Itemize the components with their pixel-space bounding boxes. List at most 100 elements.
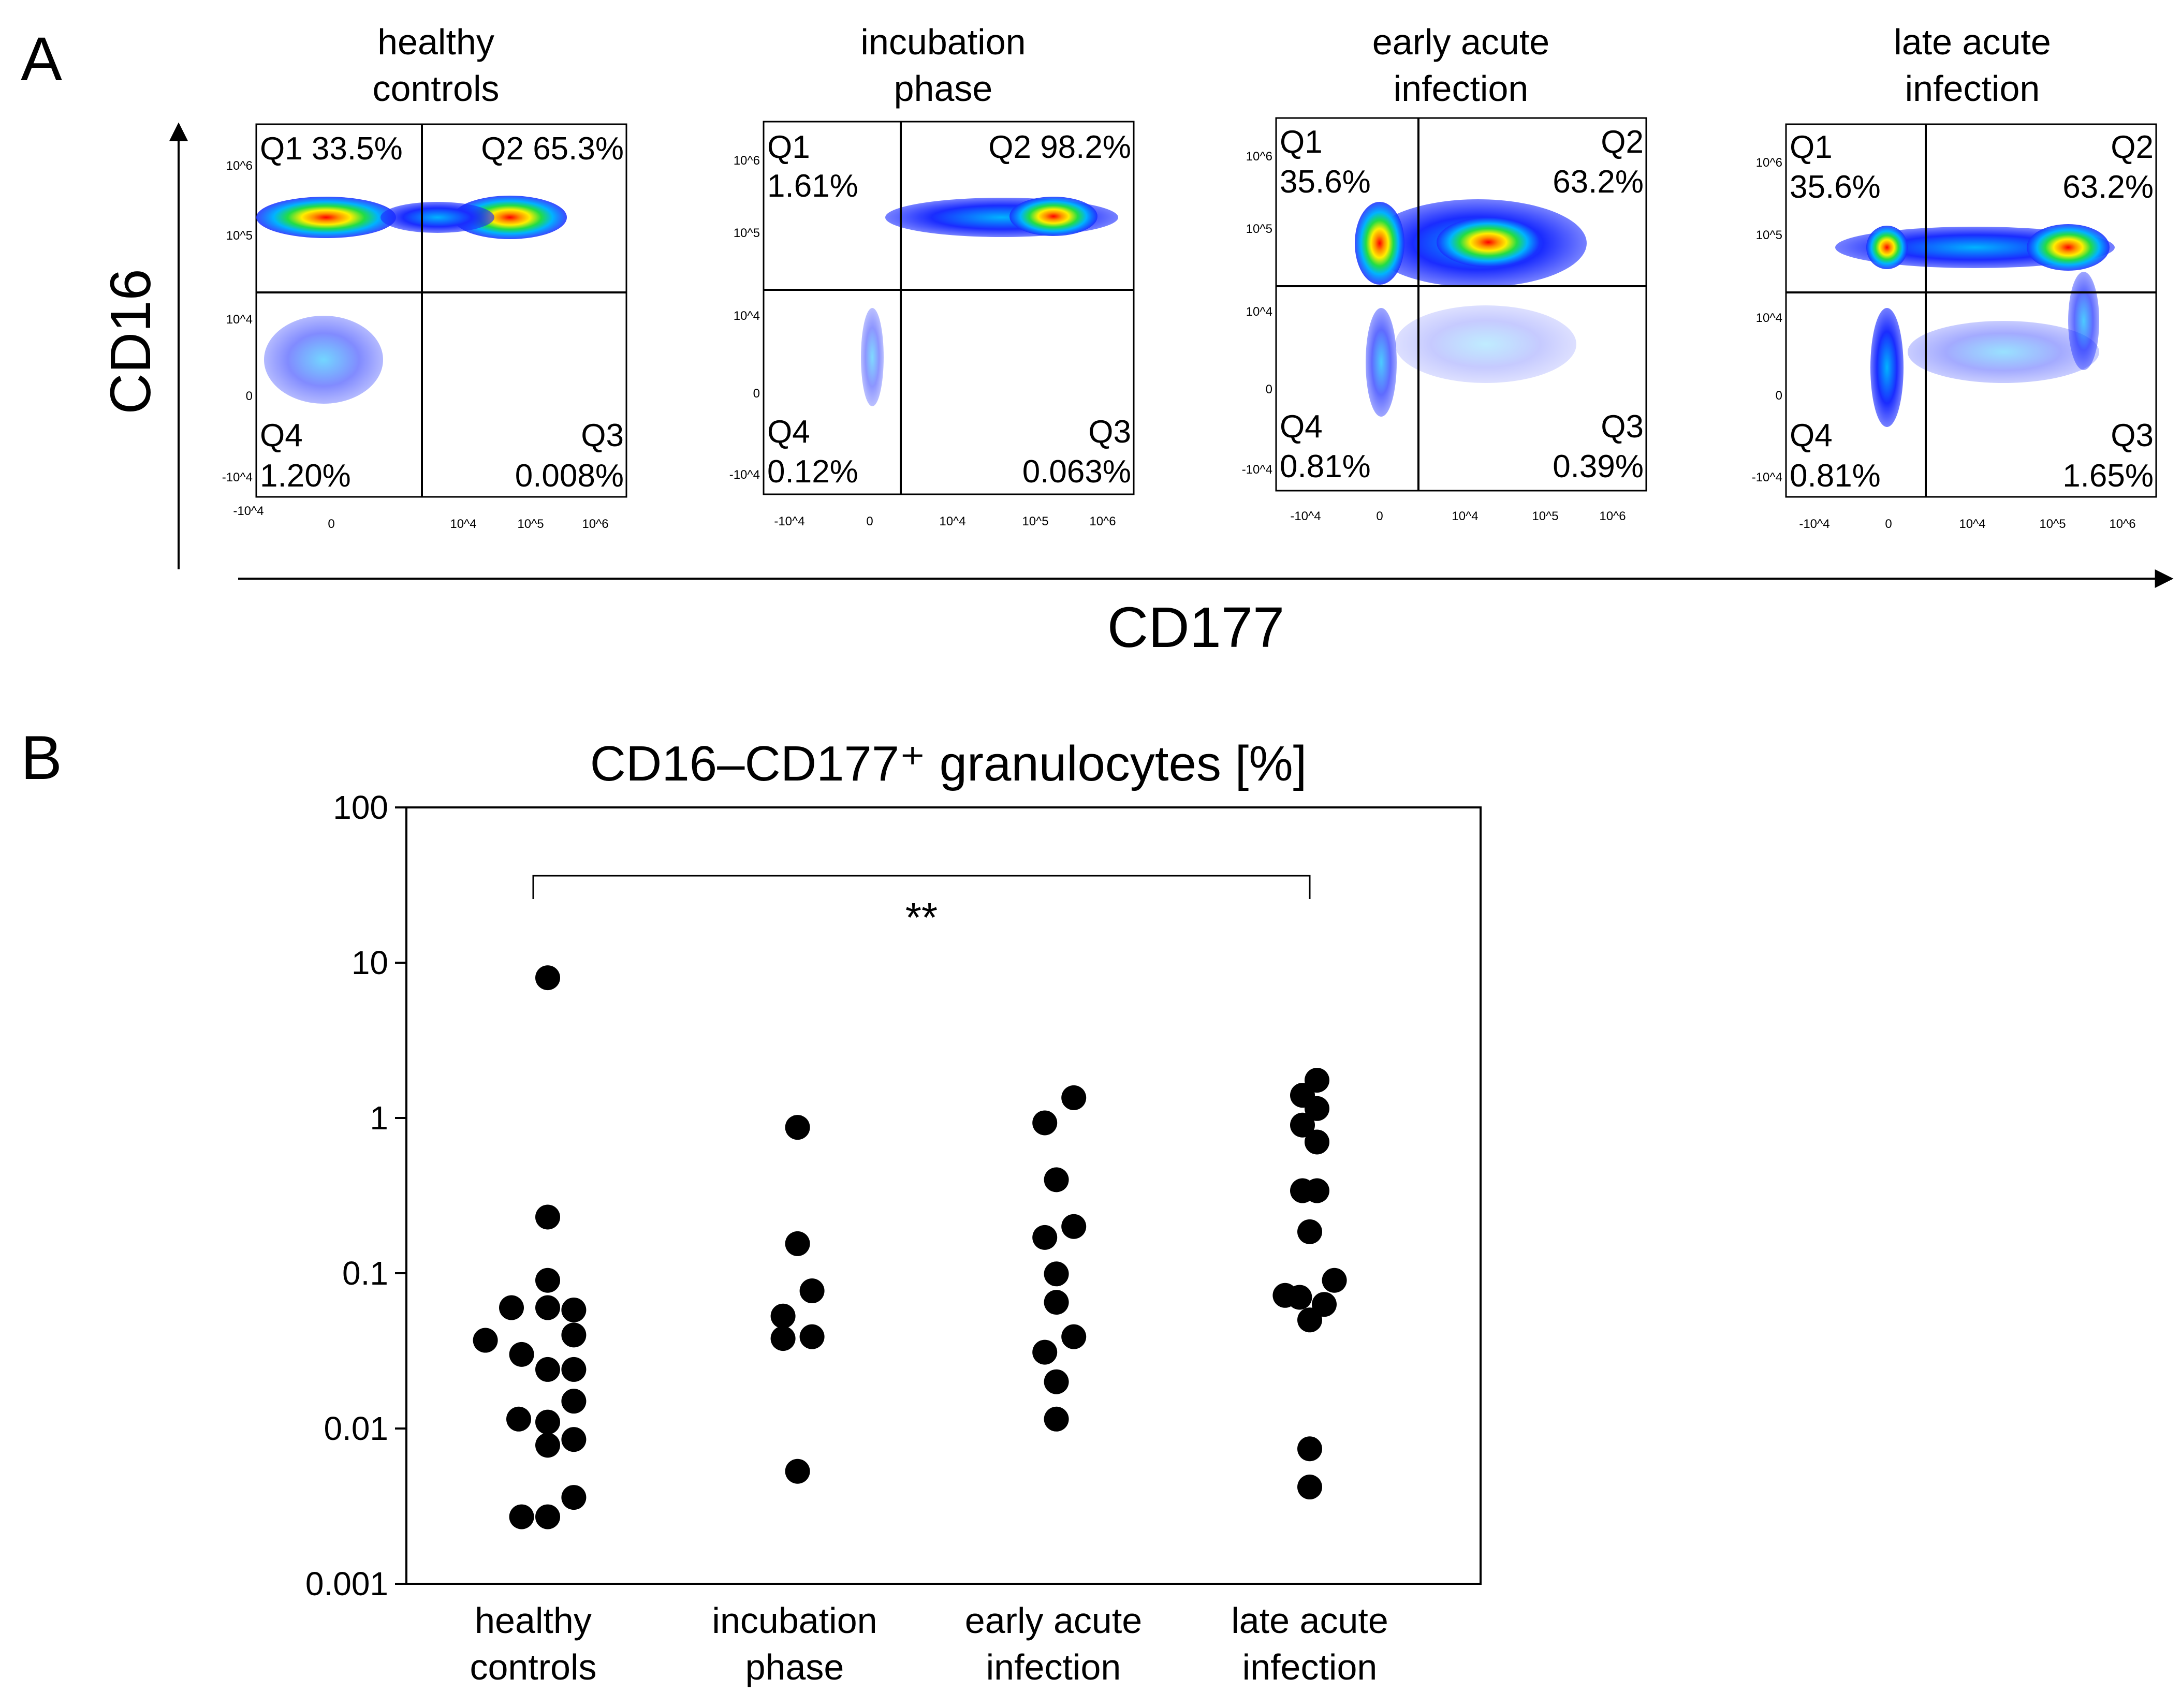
plot-frame (1275, 117, 1647, 492)
data-point (785, 1459, 810, 1484)
data-point (535, 1295, 560, 1320)
x-tick-label: 10^6 (1089, 514, 1116, 528)
category-label-line1: late acute (1231, 1600, 1388, 1641)
y-tick-label: 0 (753, 387, 760, 401)
x-tick-label: 10^5 (1532, 509, 1558, 523)
q4-value: 0.81% (1790, 458, 1881, 494)
chart-title: CD16–CD177⁺ granulocytes [%] (590, 736, 1307, 791)
data-point (535, 1433, 560, 1458)
y-tick-label: -10^4 (1752, 470, 1782, 484)
panel-a-y-label: CD16 (99, 269, 163, 414)
data-point (1297, 1436, 1322, 1462)
data-point (1297, 1307, 1322, 1333)
y-tick-labels: 10^6 10^5 10^4 0 -10^4 (729, 154, 760, 482)
significance-label: ** (905, 894, 938, 940)
data-point (785, 1231, 810, 1256)
q1-label: Q1 (1280, 124, 1323, 160)
q1-label: Q1 (1790, 129, 1833, 165)
data-point (1061, 1214, 1087, 1239)
data-point (1032, 1339, 1058, 1365)
data-point (535, 1204, 560, 1230)
y-tick-label: 1 (370, 1099, 388, 1137)
y-axis: 100 10 1 0.1 0.01 0.001 (305, 789, 406, 1602)
flow-plot-early-acute-infection: early acute infection Q1 35.6% Q2 63.2% … (1242, 22, 1647, 523)
data-point (1297, 1475, 1322, 1500)
data-point (1312, 1292, 1337, 1317)
data-point (1044, 1290, 1069, 1315)
data-point (1044, 1369, 1069, 1394)
data-point (561, 1357, 587, 1382)
data-point (561, 1389, 587, 1414)
y-tick-label: 10^6 (1756, 156, 1782, 170)
data-point (535, 1409, 560, 1435)
q2-value: 63.2% (1553, 164, 1644, 200)
y-tick-label: 10^4 (1756, 311, 1782, 325)
plot-title-line2: infection (1905, 68, 2040, 109)
data-points (473, 965, 1347, 1529)
category-label-line2: infection (1242, 1647, 1378, 1687)
plot-title-line1: early acute (1372, 22, 1549, 62)
data-point (1305, 1096, 1329, 1121)
data-point (1305, 1129, 1329, 1155)
data-point (1322, 1268, 1347, 1293)
x-tick-label: 10^6 (1599, 509, 1626, 523)
data-point (561, 1485, 587, 1510)
data-point (1032, 1110, 1058, 1136)
category-label-line2: phase (745, 1647, 844, 1687)
q3-label: Q3 (581, 418, 624, 453)
x-tick-label: -10^4 (1799, 517, 1829, 531)
q4-value: 0.12% (767, 454, 858, 490)
plot-frame (763, 121, 1135, 495)
y-tick-label: -10^4 (729, 468, 760, 482)
x-tick-label: 10^4 (450, 517, 476, 531)
plot-title-line1: late acute (1894, 22, 2051, 62)
q1-label: Q1 33.5% (260, 131, 403, 167)
y-tick-label: 0 (1266, 382, 1272, 396)
q4-label: Q4 (260, 418, 303, 453)
flow-plot-healthy-controls: healthy controls Q1 33.5% Q2 65.3% Q4 1.… (222, 22, 627, 531)
x-tick-label: 10^5 (517, 517, 544, 531)
data-point (1061, 1085, 1087, 1110)
q2-label: Q2 98.2% (988, 129, 1131, 165)
y-tick-label: 100 (333, 789, 388, 826)
y-tick-label: 10^5 (226, 229, 253, 243)
q2-label: Q2 (1601, 124, 1644, 160)
category-label-line1: incubation (712, 1600, 877, 1641)
panel-a-letter: A (21, 24, 62, 94)
data-point (509, 1342, 534, 1367)
y-tick-label: -10^4 (222, 470, 253, 484)
plot-title-line1: healthy (377, 22, 494, 62)
x-tick-label: 10^4 (939, 514, 965, 528)
data-point (473, 1328, 498, 1353)
y-tick-label: 10^4 (1246, 305, 1272, 319)
x-tick-label: 10^5 (1022, 514, 1048, 528)
y-tick-labels: 10^6 10^5 10^4 0 -10^4 (1242, 150, 1272, 477)
y-tick-labels: 10^6 10^5 10^4 0 -10^4 (1752, 156, 1782, 484)
x-tick-label: 10^6 (2109, 517, 2135, 531)
y-tick-label: 10^6 (226, 159, 253, 173)
panel-b-letter: B (21, 723, 62, 792)
q2-label: Q2 65.3% (481, 131, 624, 167)
y-tick-label: 10^4 (226, 313, 253, 327)
y-tick-label: 10^4 (734, 309, 760, 323)
event-density (861, 197, 1118, 406)
x-tick-label: -10^4 (774, 514, 804, 528)
data-point (561, 1297, 587, 1322)
q4-value: 0.81% (1280, 449, 1371, 484)
x-tick-labels: -10^4 0 10^4 10^5 10^6 (233, 504, 608, 531)
y-tick-label: 10 (352, 944, 388, 981)
event-density (1355, 199, 1587, 417)
data-point (506, 1406, 531, 1432)
data-point (535, 1504, 560, 1529)
y-tick-label: 0.01 (324, 1410, 388, 1447)
data-point (1290, 1112, 1315, 1138)
q3-value: 1.65% (2062, 458, 2154, 494)
x-tick-label: 0 (328, 517, 334, 531)
x-tick-label: -10^4 (233, 504, 264, 518)
y-tick-label: -10^4 (1242, 463, 1272, 477)
plot-frame (255, 123, 627, 498)
y-tick-label: 10^5 (1246, 222, 1272, 236)
category-label-line1: healthy (475, 1600, 592, 1641)
data-point (561, 1427, 587, 1452)
